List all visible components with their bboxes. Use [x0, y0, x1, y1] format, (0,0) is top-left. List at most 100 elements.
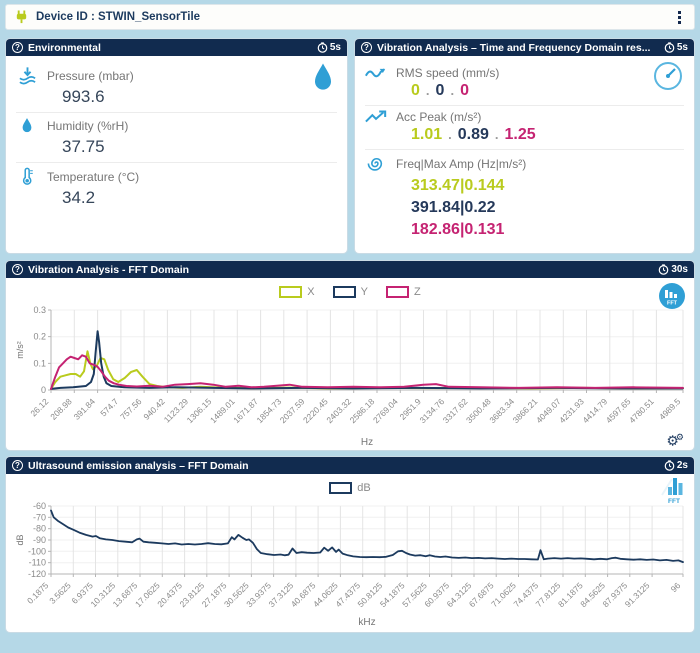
svg-text:Hz: Hz — [361, 437, 373, 448]
settings-gears-icon[interactable]: ⚙⚙ — [666, 432, 684, 449]
clock-icon — [664, 42, 675, 53]
panel-ultrasound-fft-header: ? Ultrasound emission analysis – FFT Dom… — [6, 457, 694, 474]
legend-label: dB — [357, 482, 371, 494]
vibration-fft-legend: X Y Z — [6, 280, 694, 304]
rms-values: 0.0.0 — [411, 82, 469, 99]
svg-text:FFT: FFT — [667, 301, 678, 307]
svg-text:FFT: FFT — [668, 498, 680, 505]
device-id-title: Device ID : STWIN_SensorTile — [36, 11, 201, 23]
legend-swatch — [279, 286, 303, 298]
svg-text:757.56: 757.56 — [118, 396, 144, 422]
svg-text:-70: -70 — [33, 512, 46, 522]
acc-peak-icon — [365, 110, 387, 124]
refresh-label: 5s — [329, 42, 341, 53]
freq-max-amp-label: Freq|Max Amp (Hz|m/s²) — [396, 156, 527, 171]
legend-label: X — [307, 286, 315, 298]
panel-vibration-time: ? Vibration Analysis – Time and Frequenc… — [354, 38, 695, 254]
panel-vibration-fft-header: ? Vibration Analysis - FFT Domain 30s — [6, 261, 694, 278]
svg-text:-80: -80 — [33, 524, 46, 534]
panel-title: Environmental — [28, 41, 101, 54]
refresh-interval: 30s — [658, 264, 688, 275]
svg-text:0.1: 0.1 — [33, 358, 46, 368]
svg-text:-120: -120 — [28, 569, 46, 579]
legend-entry-dB[interactable]: dB — [329, 482, 371, 494]
panel-title: Ultrasound emission analysis – FFT Domai… — [28, 459, 249, 472]
svg-text:0.1875: 0.1875 — [25, 580, 51, 606]
pressure-value: 993.6 — [62, 87, 105, 106]
legend-entry-Y[interactable]: Y — [332, 286, 368, 298]
svg-text:391.84: 391.84 — [72, 396, 98, 422]
temperature-value: 34.2 — [62, 188, 96, 207]
refresh-interval: 5s — [664, 42, 688, 53]
plug-icon — [16, 10, 27, 24]
freq-value-x: 313.47|0.144 — [411, 177, 505, 194]
svg-text:3.5625: 3.5625 — [47, 580, 73, 606]
svg-text:0.2: 0.2 — [33, 332, 46, 342]
help-icon[interactable]: ? — [12, 264, 23, 275]
refresh-interval: 2s — [664, 460, 688, 471]
legend-swatch — [385, 286, 409, 298]
ultrasound-fft-chart: 0.18753.56256.937510.312513.687517.06252… — [15, 501, 684, 628]
metric-acc-peak: Acc Peak (m/s²) 1.01. 0.89. 1.25 — [365, 106, 684, 150]
svg-text:208.98: 208.98 — [48, 396, 74, 422]
humidity-icon — [16, 117, 38, 135]
freq-max-amp-values: 313.47|0.144 391.84|0.22 182.86|0.131 — [365, 175, 684, 241]
svg-text:96: 96 — [669, 580, 683, 594]
legend-swatch — [329, 482, 353, 494]
fft-circle-badge-icon: FFT — [659, 283, 685, 309]
acc-peak-values: 1.01. 0.89. 1.25 — [411, 126, 536, 143]
spiral-icon — [365, 154, 387, 173]
svg-text:-110: -110 — [29, 558, 46, 568]
temperature-label: Temperature (°C) — [47, 169, 140, 184]
svg-text:0: 0 — [41, 385, 46, 395]
panel-title: Vibration Analysis – Time and Frequency … — [377, 41, 651, 54]
legend-label: Y — [360, 286, 368, 298]
temperature-icon — [16, 167, 38, 186]
svg-text:2769.04: 2769.04 — [371, 396, 400, 425]
freq-value-z: 182.86|0.131 — [411, 221, 505, 238]
metric-freq-max-amp: Freq|Max Amp (Hz|m/s²) 313.47|0.144 391.… — [365, 150, 684, 246]
humidity-label: Humidity (%rH) — [47, 119, 129, 133]
svg-text:-100: -100 — [28, 546, 46, 556]
panel-environmental: ? Environmental 5s — [5, 38, 348, 254]
fft-bars-badge-icon: FFT — [661, 478, 683, 505]
pressure-icon — [16, 66, 38, 85]
panel-vibration-time-header: ? Vibration Analysis – Time and Frequenc… — [355, 39, 694, 56]
metric-temperature: Temperature (°C) 34.2 — [16, 163, 337, 213]
svg-text:0.3: 0.3 — [33, 305, 46, 315]
legend-swatch — [332, 286, 356, 298]
droplet-badge-icon — [315, 63, 331, 90]
legend-label: Z — [413, 286, 421, 298]
acc-peak-label: Acc Peak (m/s²) — [396, 110, 482, 124]
gauge-badge-icon — [654, 62, 682, 90]
metric-pressure: Pressure (mbar) 993.6 — [16, 62, 337, 113]
clock-icon — [664, 460, 675, 471]
humidity-value: 37.75 — [62, 137, 105, 156]
svg-text:-60: -60 — [33, 501, 46, 511]
svg-text:91.3125: 91.3125 — [623, 580, 652, 609]
legend-entry-Z[interactable]: Z — [385, 286, 421, 298]
rms-wave-icon — [365, 66, 387, 80]
clock-icon — [659, 264, 669, 275]
help-icon[interactable]: ? — [12, 42, 23, 53]
refresh-interval: 5s — [317, 42, 341, 53]
refresh-label: 30s — [671, 264, 688, 275]
panel-title: Vibration Analysis - FFT Domain — [28, 263, 190, 276]
svg-text:dB: dB — [15, 534, 25, 545]
svg-text:4989.5: 4989.5 — [657, 396, 683, 422]
svg-text:4780.51: 4780.51 — [627, 396, 656, 425]
device-bar: Device ID : STWIN_SensorTile — [5, 4, 695, 30]
help-icon[interactable]: ? — [12, 460, 23, 471]
svg-text:m/s²: m/s² — [15, 341, 25, 359]
panel-vibration-fft: ? Vibration Analysis - FFT Domain 30s FF… — [5, 260, 695, 451]
help-icon[interactable]: ? — [361, 42, 372, 53]
refresh-label: 5s — [676, 42, 688, 53]
kebab-menu-icon[interactable] — [673, 8, 686, 27]
metric-rms-speed: RMS speed (mm/s) 0.0.0 — [365, 62, 684, 106]
svg-text:kHz: kHz — [358, 617, 375, 628]
refresh-label: 2s — [676, 460, 688, 471]
panel-environmental-header: ? Environmental 5s — [6, 39, 347, 56]
legend-entry-X[interactable]: X — [279, 286, 315, 298]
panel-ultrasound-fft: ? Ultrasound emission analysis – FFT Dom… — [5, 456, 695, 633]
